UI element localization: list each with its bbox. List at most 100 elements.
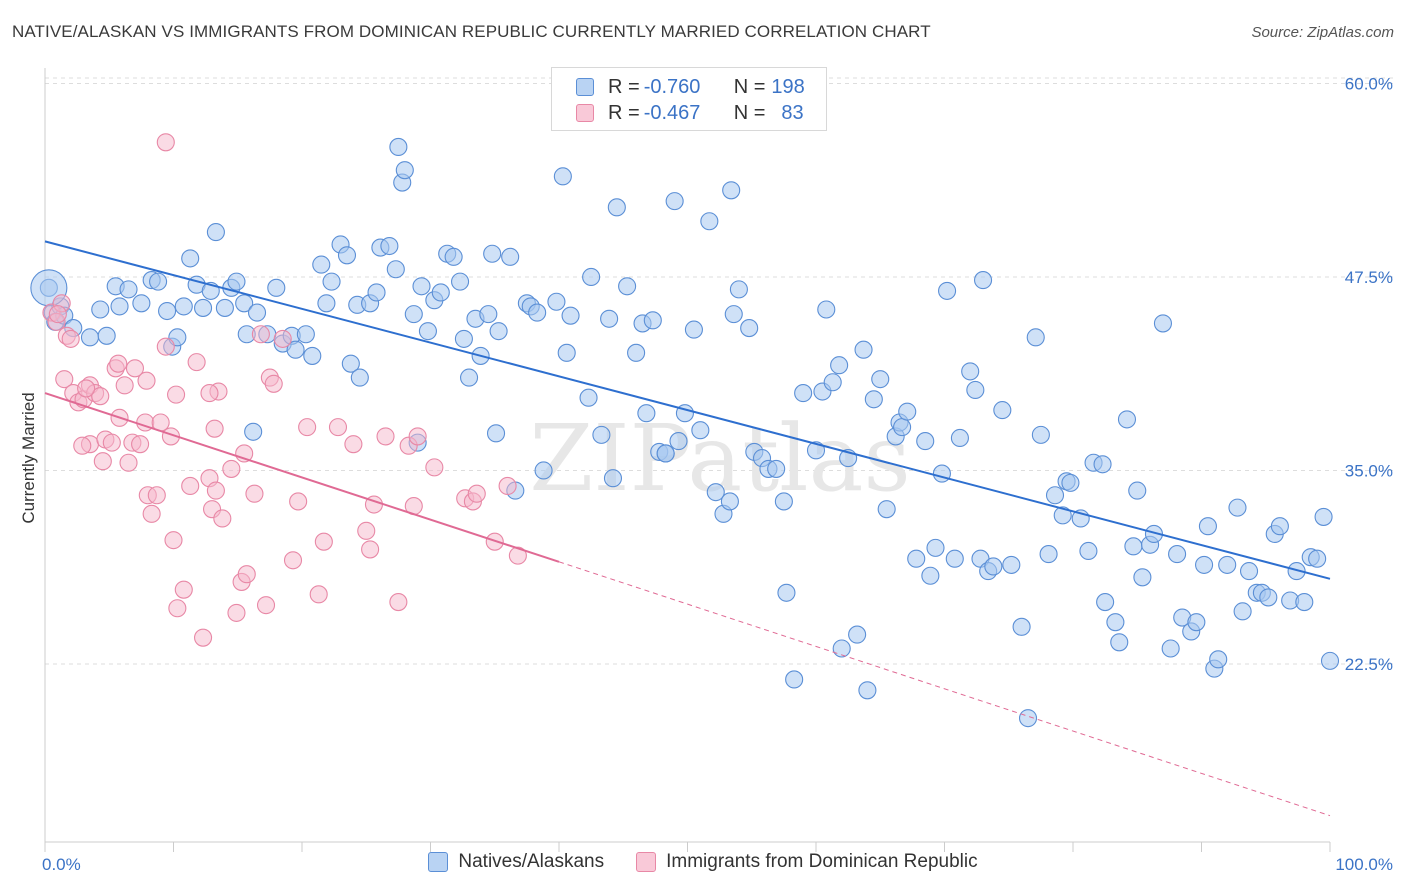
data-point-dominican [222, 459, 241, 478]
data-point-natives [227, 272, 246, 291]
data-point-dominican [77, 379, 96, 398]
x-tick-labels: 0.0% 100.0% [42, 855, 1393, 874]
data-point-natives [110, 297, 129, 316]
data-point-natives [1308, 549, 1327, 568]
trend-line-natives [44, 240, 1331, 580]
legend-row-natives: R = -0.760 N = 198 [576, 75, 805, 99]
data-point-natives [350, 368, 369, 387]
data-point-dominican [168, 599, 187, 618]
data-point-natives [656, 444, 675, 463]
data-point-natives [341, 354, 360, 373]
data-point-natives [984, 557, 1003, 576]
data-point-natives [926, 538, 945, 557]
data-point-natives [691, 421, 710, 440]
data-point-natives [418, 322, 437, 341]
data-point-natives [1270, 517, 1289, 536]
data-point-natives [1239, 562, 1259, 581]
legend-r-value: -0.467 [643, 101, 701, 124]
legend-r-label: R = [608, 101, 640, 124]
data-point-natives [1187, 613, 1206, 632]
data-point-natives [1218, 555, 1237, 574]
data-point-natives [669, 432, 688, 451]
data-point-natives [684, 320, 703, 339]
data-point-natives [1106, 613, 1125, 632]
data-point-natives [823, 373, 842, 392]
data-point-natives [618, 277, 637, 296]
data-point-dominican [283, 551, 303, 570]
data-point-natives [665, 192, 684, 211]
data-point-natives [489, 322, 508, 341]
data-point-natives [501, 247, 520, 266]
legend-swatch-pink [576, 104, 594, 122]
data-point-natives [317, 294, 336, 313]
data-point-dominican [425, 458, 444, 477]
data-point-natives [404, 305, 423, 324]
data-point-dominican [109, 354, 128, 373]
data-point-natives [950, 428, 969, 448]
data-point-natives [932, 464, 951, 483]
data-point-natives [431, 283, 450, 302]
legend-row-dominican: R = -0.467 N = 83 [576, 101, 804, 125]
data-point-natives [412, 277, 431, 296]
data-point-natives [806, 441, 826, 460]
data-point-dominican [408, 427, 427, 446]
data-point-natives [777, 583, 796, 602]
data-point-dominican [55, 370, 74, 389]
data-point-dominican [273, 329, 292, 348]
y-tick-label: 22.5% [1345, 655, 1393, 674]
data-point-natives [1314, 507, 1333, 526]
data-point-natives [1195, 555, 1214, 574]
data-point-natives [312, 255, 331, 274]
data-point-natives [459, 368, 479, 387]
data-point-dominican [237, 565, 256, 584]
data-point-dominican [206, 481, 225, 500]
data-point-natives [592, 425, 611, 444]
data-point-natives [235, 294, 254, 313]
data-point-natives [389, 137, 408, 156]
data-point-natives [627, 343, 646, 362]
data-point-natives [1045, 486, 1065, 505]
chart-title: NATIVE/ALASKAN VS IMMIGRANTS FROM DOMINI… [12, 22, 931, 41]
data-point-natives [303, 346, 322, 365]
data-point-natives [483, 244, 502, 263]
data-point-natives [785, 670, 804, 689]
data-point-natives [149, 272, 168, 291]
trend-lines [44, 240, 1331, 817]
data-point-natives [722, 181, 741, 200]
data-point-dominican [142, 504, 161, 523]
data-point-natives [1161, 639, 1180, 658]
data-point-natives [854, 340, 873, 359]
data-point-dominican [156, 133, 175, 152]
data-point-natives [547, 292, 566, 311]
data-point-natives [973, 271, 993, 290]
data-point-dominican [102, 433, 121, 452]
data-point-natives [557, 343, 576, 362]
data-point-natives [921, 566, 940, 585]
data-point-natives [643, 311, 662, 330]
data-point-natives [296, 325, 315, 344]
legend-item-natives: Natives/Alaskans [428, 851, 604, 873]
y-tick-label: 35.0% [1345, 461, 1393, 480]
axes [44, 68, 1331, 852]
data-point-natives [247, 303, 267, 322]
data-point-natives [877, 500, 896, 519]
data-point-dominican [131, 435, 150, 454]
data-point-dominican [227, 603, 246, 622]
data-point-natives [181, 249, 200, 268]
y-tick-labels: 22.5% 35.0% 47.5% 60.0% [1345, 74, 1393, 674]
data-point-natives [637, 404, 656, 423]
data-point-natives [724, 305, 743, 324]
data-point-natives [337, 246, 357, 265]
data-point-natives [858, 681, 877, 700]
data-point-natives [1031, 425, 1050, 444]
data-point-natives [1117, 410, 1137, 429]
data-point-natives [1153, 314, 1172, 333]
data-point-natives [1124, 537, 1143, 556]
trend-extension-dominican [558, 561, 1331, 817]
data-point-dominican [251, 325, 270, 344]
data-point-natives [1128, 481, 1147, 500]
data-point-dominican [194, 628, 213, 647]
data-point-natives [286, 340, 305, 359]
data-point-natives [607, 198, 626, 217]
